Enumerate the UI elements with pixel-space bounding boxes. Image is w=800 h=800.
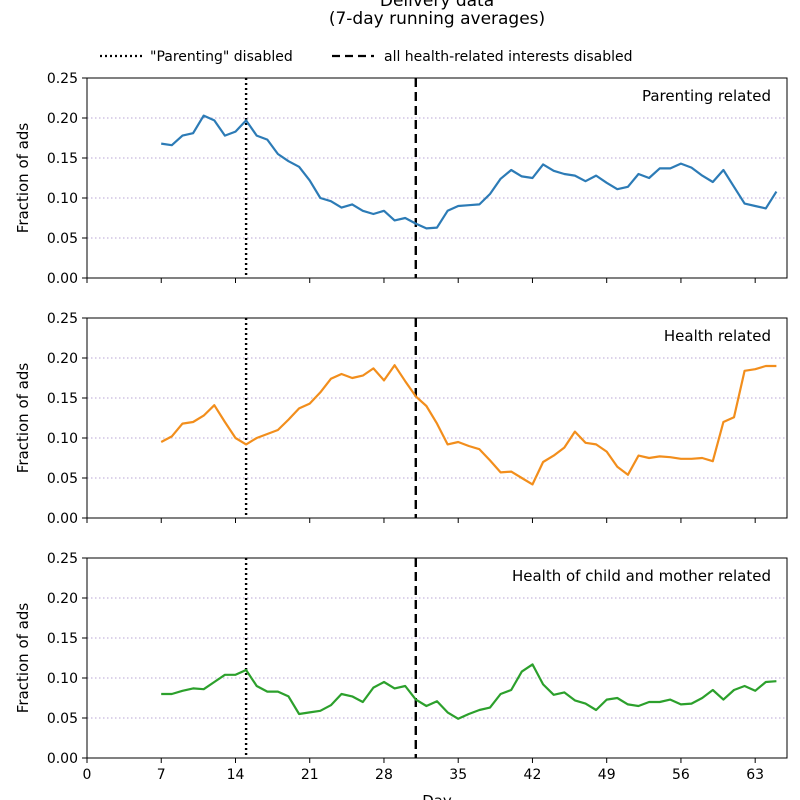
y-tick-label: 0.25 — [47, 551, 78, 567]
chart-title-line-2: (7-day running averages) — [329, 9, 545, 29]
x-tick-label: 49 — [598, 767, 616, 783]
x-axis-label: Day — [422, 792, 452, 800]
x-tick-label: 0 — [83, 767, 92, 783]
x-tick-label: 35 — [449, 767, 467, 783]
x-tick-label: 63 — [746, 767, 764, 783]
y-axis-label: Fraction of ads — [14, 123, 32, 234]
y-tick-label: 0.15 — [47, 391, 78, 407]
plot-frame — [86, 317, 788, 519]
panel-2: 0.00 0.05 0.10 0.15 0.20 0.25 Fraction of ads H… — [14, 311, 788, 527]
y-tick-label: 0.20 — [47, 111, 78, 127]
y-tick-label: 0.00 — [47, 751, 78, 767]
series-line — [161, 663, 777, 720]
y-tick-label: 0.15 — [47, 151, 78, 167]
chart-title-line-1: Delivery data — [380, 0, 494, 11]
x-tick-label: 7 — [157, 767, 166, 783]
y-axis-label: Fraction of ads — [14, 363, 32, 474]
y-tick-label: 0.10 — [47, 431, 78, 447]
y-tick-label: 0.10 — [47, 191, 78, 207]
panel-label: Health related — [664, 327, 771, 345]
x-tick-label: 21 — [301, 767, 319, 783]
panel-1: 0.00 0.05 0.10 0.15 0.20 0.25 Fraction of ads P… — [14, 71, 788, 287]
x-tick-label: 14 — [227, 767, 245, 783]
y-tick-label: 0.00 — [47, 511, 78, 527]
panel-label: Health of child and mother related — [512, 567, 771, 585]
y-tick-label: 0.20 — [47, 591, 78, 607]
y-tick-label: 0.25 — [47, 71, 78, 87]
legend-label-health-disabled: all health-related interests disabled — [384, 49, 633, 65]
y-tick-label: 0.10 — [47, 671, 78, 687]
x-tick-label: 28 — [375, 767, 393, 783]
panel-label: Parenting related — [642, 87, 771, 105]
y-tick-label: 0.20 — [47, 351, 78, 367]
panels: 0.00 0.05 0.10 0.15 0.20 0.25 Fraction of ads P… — [14, 71, 788, 783]
legend-label-parenting-disabled: "Parenting" disabled — [150, 49, 293, 65]
panel-3: 0.00 0.05 0.10 0.15 0.20 0.25 0 7 14 21 28 35 42 49 56… — [14, 551, 788, 783]
legend: "Parenting" disabled all health-related … — [100, 49, 633, 65]
y-tick-label: 0.05 — [47, 711, 78, 727]
series-line — [160, 364, 777, 486]
y-tick-label: 0.00 — [47, 271, 78, 287]
y-tick-label: 0.15 — [47, 631, 78, 647]
y-axis-label: Fraction of ads — [14, 603, 32, 714]
series-line — [161, 114, 778, 230]
y-tick-label: 0.05 — [47, 471, 78, 487]
x-tick-label: 56 — [672, 767, 690, 783]
y-tick-label: 0.25 — [47, 311, 78, 327]
plot-frame — [86, 77, 788, 279]
x-tick-label: 42 — [524, 767, 542, 783]
plot-frame — [86, 557, 788, 759]
y-tick-label: 0.05 — [47, 231, 78, 247]
